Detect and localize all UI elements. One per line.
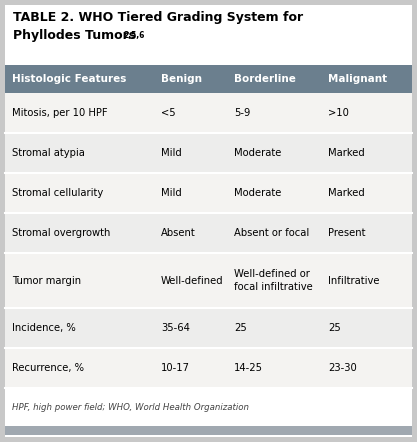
Text: Incidence, %: Incidence, % — [13, 323, 76, 333]
Text: Mitosis, per 10 HPF: Mitosis, per 10 HPF — [13, 108, 108, 118]
Text: Benign: Benign — [161, 74, 202, 84]
Bar — [5, 133, 412, 173]
Text: Stromal atypia: Stromal atypia — [13, 148, 85, 158]
Text: Mild: Mild — [161, 148, 182, 158]
Text: Histologic Features: Histologic Features — [13, 74, 127, 84]
Bar — [5, 388, 412, 426]
Text: Stromal overgrowth: Stromal overgrowth — [13, 228, 111, 238]
Text: Moderate: Moderate — [234, 148, 281, 158]
Bar — [5, 348, 412, 388]
Text: 14-25: 14-25 — [234, 363, 263, 373]
Bar — [5, 308, 412, 348]
Text: Malignant: Malignant — [328, 74, 387, 84]
Text: <5: <5 — [161, 108, 176, 118]
Bar — [5, 93, 412, 133]
Text: Tumor margin: Tumor margin — [13, 275, 81, 286]
Text: Well-defined or
focal infiltrative: Well-defined or focal infiltrative — [234, 269, 313, 292]
Text: Absent: Absent — [161, 228, 196, 238]
Text: 23-30: 23-30 — [328, 363, 357, 373]
Text: Marked: Marked — [328, 188, 364, 198]
Text: 25: 25 — [328, 323, 341, 333]
Text: Stromal cellularity: Stromal cellularity — [13, 188, 103, 198]
Text: HPF, high power field; WHO, World Health Organization: HPF, high power field; WHO, World Health… — [13, 403, 249, 412]
Bar — [5, 173, 412, 213]
Text: Recurrence, %: Recurrence, % — [13, 363, 84, 373]
Bar — [5, 426, 412, 435]
Text: 35-64: 35-64 — [161, 323, 190, 333]
Text: 10-17: 10-17 — [161, 363, 190, 373]
Text: Moderate: Moderate — [234, 188, 281, 198]
Bar — [5, 253, 412, 308]
Text: 5-9: 5-9 — [234, 108, 251, 118]
Text: 2,5,6: 2,5,6 — [123, 31, 144, 40]
Text: Phyllodes Tumors: Phyllodes Tumors — [13, 29, 136, 42]
Text: >10: >10 — [328, 108, 349, 118]
Text: Present: Present — [328, 228, 365, 238]
Text: Mild: Mild — [161, 188, 182, 198]
Bar — [5, 213, 412, 253]
Text: 25: 25 — [234, 323, 247, 333]
Text: Borderline: Borderline — [234, 74, 296, 84]
Bar — [5, 65, 412, 93]
Text: Well-defined: Well-defined — [161, 275, 224, 286]
Text: Infiltrative: Infiltrative — [328, 275, 379, 286]
Text: Absent or focal: Absent or focal — [234, 228, 309, 238]
Text: Marked: Marked — [328, 148, 364, 158]
Text: TABLE 2. WHO Tiered Grading System for: TABLE 2. WHO Tiered Grading System for — [13, 11, 303, 24]
